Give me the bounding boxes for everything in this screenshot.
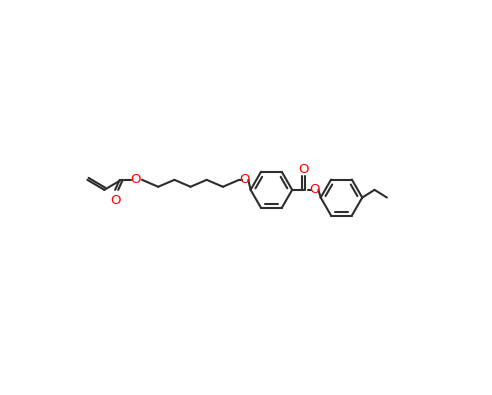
Text: O: O bbox=[299, 163, 309, 175]
Text: O: O bbox=[111, 194, 121, 207]
Text: O: O bbox=[131, 173, 141, 186]
Text: O: O bbox=[309, 183, 320, 196]
Text: O: O bbox=[239, 173, 250, 186]
